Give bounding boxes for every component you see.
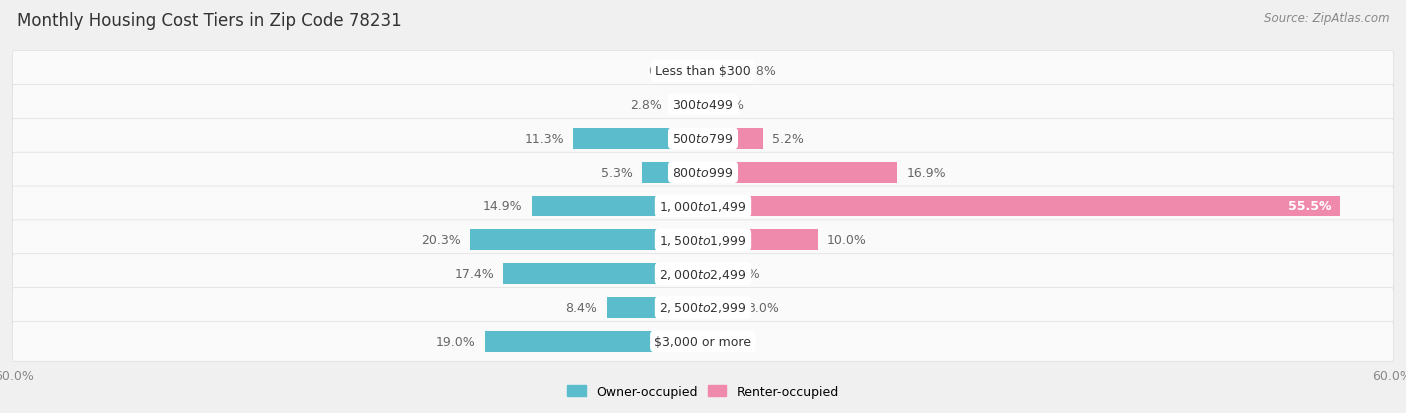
Text: $2,500 to $2,999: $2,500 to $2,999 bbox=[659, 301, 747, 315]
Bar bbox=[606, 297, 703, 318]
FancyBboxPatch shape bbox=[13, 153, 1393, 192]
FancyBboxPatch shape bbox=[13, 52, 1393, 91]
Bar bbox=[671, 95, 703, 116]
Text: 16.9%: 16.9% bbox=[907, 166, 946, 179]
Text: 0.0%: 0.0% bbox=[713, 335, 744, 348]
FancyBboxPatch shape bbox=[13, 187, 1393, 226]
Text: 2.8%: 2.8% bbox=[744, 65, 776, 78]
Bar bbox=[643, 162, 703, 183]
Bar bbox=[703, 230, 818, 251]
Text: $500 to $799: $500 to $799 bbox=[672, 133, 734, 145]
Text: 55.5%: 55.5% bbox=[1288, 200, 1331, 213]
Text: 0.0%: 0.0% bbox=[713, 99, 744, 112]
Text: 1.4%: 1.4% bbox=[728, 268, 761, 280]
FancyBboxPatch shape bbox=[13, 254, 1393, 294]
Text: 17.4%: 17.4% bbox=[454, 268, 494, 280]
Legend: Owner-occupied, Renter-occupied: Owner-occupied, Renter-occupied bbox=[568, 385, 838, 398]
Text: Less than $300: Less than $300 bbox=[655, 65, 751, 78]
FancyBboxPatch shape bbox=[13, 221, 1393, 260]
Bar bbox=[703, 263, 718, 285]
Text: $1,500 to $1,999: $1,500 to $1,999 bbox=[659, 233, 747, 247]
Text: 20.3%: 20.3% bbox=[420, 234, 461, 247]
Bar bbox=[470, 230, 703, 251]
Bar bbox=[485, 331, 703, 352]
FancyBboxPatch shape bbox=[13, 288, 1393, 328]
Text: 5.3%: 5.3% bbox=[602, 166, 633, 179]
Bar bbox=[697, 61, 703, 82]
Text: $300 to $499: $300 to $499 bbox=[672, 99, 734, 112]
Text: 19.0%: 19.0% bbox=[436, 335, 475, 348]
Text: 0.52%: 0.52% bbox=[648, 65, 688, 78]
Bar bbox=[703, 297, 738, 318]
Text: $3,000 or more: $3,000 or more bbox=[655, 335, 751, 348]
Bar bbox=[574, 128, 703, 150]
FancyBboxPatch shape bbox=[13, 322, 1393, 361]
Text: 11.3%: 11.3% bbox=[524, 133, 564, 145]
Text: Monthly Housing Cost Tiers in Zip Code 78231: Monthly Housing Cost Tiers in Zip Code 7… bbox=[17, 12, 402, 30]
Text: $800 to $999: $800 to $999 bbox=[672, 166, 734, 179]
Bar bbox=[531, 196, 703, 217]
Text: 2.8%: 2.8% bbox=[630, 99, 662, 112]
FancyBboxPatch shape bbox=[13, 119, 1393, 159]
Text: 5.2%: 5.2% bbox=[772, 133, 804, 145]
Text: 14.9%: 14.9% bbox=[484, 200, 523, 213]
Bar bbox=[703, 162, 897, 183]
Text: 10.0%: 10.0% bbox=[827, 234, 868, 247]
Bar bbox=[703, 61, 735, 82]
FancyBboxPatch shape bbox=[13, 85, 1393, 125]
Text: Source: ZipAtlas.com: Source: ZipAtlas.com bbox=[1264, 12, 1389, 25]
Text: 3.0%: 3.0% bbox=[747, 301, 779, 314]
Text: $1,000 to $1,499: $1,000 to $1,499 bbox=[659, 199, 747, 214]
Bar bbox=[703, 196, 1340, 217]
Bar bbox=[703, 128, 762, 150]
Bar bbox=[503, 263, 703, 285]
Text: 8.4%: 8.4% bbox=[565, 301, 598, 314]
Text: $2,000 to $2,499: $2,000 to $2,499 bbox=[659, 267, 747, 281]
